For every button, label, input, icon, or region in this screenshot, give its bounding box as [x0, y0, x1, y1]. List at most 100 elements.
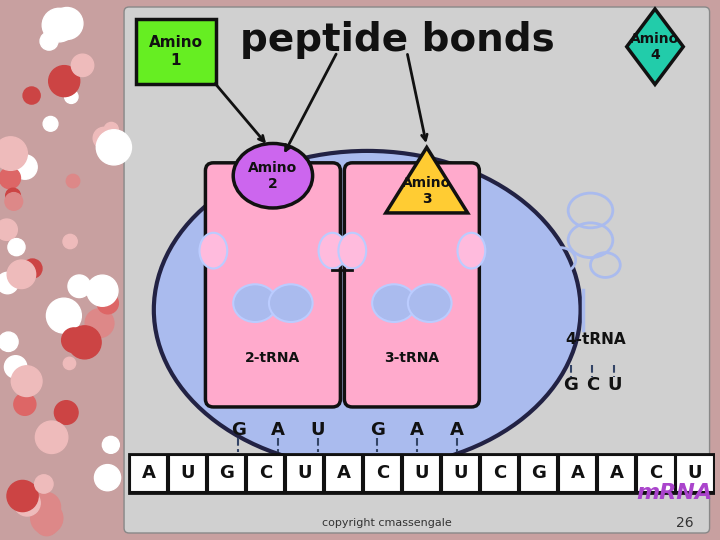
Text: G: G — [369, 421, 384, 439]
Circle shape — [87, 275, 118, 306]
Circle shape — [6, 188, 20, 203]
Circle shape — [104, 123, 118, 137]
FancyBboxPatch shape — [205, 163, 341, 407]
Circle shape — [23, 87, 40, 104]
Text: 26: 26 — [676, 516, 693, 530]
Circle shape — [68, 275, 91, 298]
Text: C: C — [586, 376, 599, 394]
Circle shape — [97, 293, 118, 314]
Circle shape — [94, 464, 120, 491]
FancyBboxPatch shape — [286, 455, 323, 492]
Circle shape — [7, 481, 38, 511]
Ellipse shape — [233, 284, 277, 322]
Circle shape — [93, 127, 115, 149]
FancyBboxPatch shape — [344, 163, 480, 407]
Text: G: G — [219, 464, 234, 482]
Text: A: A — [271, 421, 285, 439]
Text: 4-tRNA: 4-tRNA — [565, 332, 626, 347]
Ellipse shape — [318, 233, 346, 268]
Circle shape — [8, 239, 25, 256]
Text: U: U — [454, 464, 468, 482]
Text: mRNA: mRNA — [636, 483, 713, 503]
Text: Amino
2: Amino 2 — [248, 160, 297, 191]
FancyBboxPatch shape — [521, 455, 557, 492]
Circle shape — [0, 272, 18, 294]
Circle shape — [23, 259, 42, 278]
Text: C: C — [493, 464, 506, 482]
Circle shape — [85, 309, 114, 338]
Circle shape — [42, 8, 76, 42]
Circle shape — [68, 326, 101, 359]
FancyBboxPatch shape — [169, 455, 206, 492]
Text: copyright cmassengale: copyright cmassengale — [322, 518, 452, 528]
Circle shape — [63, 357, 76, 369]
Circle shape — [0, 137, 27, 170]
Text: A: A — [337, 464, 351, 482]
Polygon shape — [386, 147, 468, 213]
Circle shape — [65, 90, 78, 104]
Circle shape — [43, 117, 58, 131]
Text: 2-tRNA: 2-tRNA — [246, 351, 300, 365]
FancyBboxPatch shape — [598, 455, 636, 492]
FancyBboxPatch shape — [482, 455, 518, 492]
FancyBboxPatch shape — [208, 455, 245, 492]
Text: Amino
1: Amino 1 — [148, 36, 202, 68]
Text: U: U — [415, 464, 429, 482]
Text: U: U — [607, 376, 621, 394]
Text: U: U — [310, 421, 325, 439]
Circle shape — [55, 401, 78, 424]
FancyBboxPatch shape — [403, 455, 441, 492]
FancyBboxPatch shape — [129, 454, 714, 494]
Ellipse shape — [457, 233, 485, 268]
Circle shape — [96, 130, 132, 165]
Circle shape — [5, 193, 22, 210]
Ellipse shape — [233, 144, 312, 208]
Text: G: G — [230, 421, 246, 439]
Text: A: A — [571, 464, 585, 482]
Circle shape — [0, 167, 20, 188]
Text: A: A — [410, 421, 424, 439]
Circle shape — [35, 475, 53, 493]
Ellipse shape — [154, 151, 580, 469]
Circle shape — [46, 298, 81, 333]
FancyBboxPatch shape — [364, 455, 401, 492]
Circle shape — [49, 66, 80, 97]
FancyBboxPatch shape — [136, 19, 216, 84]
Ellipse shape — [269, 284, 312, 322]
Text: U: U — [180, 464, 195, 482]
Text: U: U — [688, 464, 702, 482]
Circle shape — [0, 219, 17, 240]
FancyBboxPatch shape — [325, 455, 362, 492]
Ellipse shape — [372, 284, 416, 322]
Circle shape — [4, 356, 27, 378]
Circle shape — [40, 32, 58, 50]
FancyBboxPatch shape — [247, 455, 284, 492]
Circle shape — [12, 366, 42, 396]
Circle shape — [0, 332, 18, 352]
Circle shape — [31, 492, 60, 522]
Ellipse shape — [0, 12, 124, 528]
Text: C: C — [376, 464, 390, 482]
Text: C: C — [649, 464, 662, 482]
Text: 3-tRNA: 3-tRNA — [384, 351, 439, 365]
Ellipse shape — [338, 233, 366, 268]
Text: G: G — [531, 464, 546, 482]
Circle shape — [66, 174, 80, 188]
FancyBboxPatch shape — [559, 455, 596, 492]
Circle shape — [13, 155, 37, 179]
Text: A: A — [610, 464, 624, 482]
Circle shape — [14, 393, 36, 415]
Circle shape — [7, 260, 36, 288]
Text: Amino
3: Amino 3 — [402, 176, 451, 206]
Text: G: G — [563, 376, 578, 394]
Circle shape — [51, 8, 83, 39]
Circle shape — [35, 421, 68, 454]
Circle shape — [102, 436, 120, 454]
Text: A: A — [449, 421, 464, 439]
Circle shape — [71, 54, 94, 77]
FancyBboxPatch shape — [442, 455, 480, 492]
Text: Amino
4: Amino 4 — [631, 32, 680, 62]
Text: peptide bonds: peptide bonds — [240, 21, 554, 59]
Circle shape — [14, 490, 40, 516]
Ellipse shape — [408, 284, 451, 322]
